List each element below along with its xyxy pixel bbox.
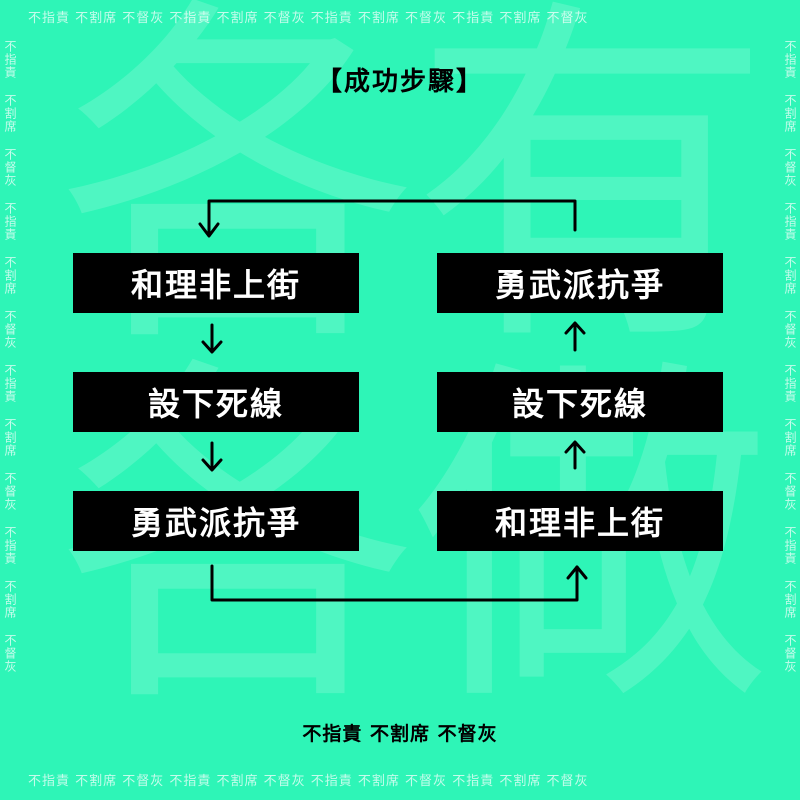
page-title: 【成功步驟】: [315, 67, 484, 97]
right-arrow-1-head: [564, 440, 586, 454]
right-arrow-2-head: [564, 321, 586, 335]
top-loop-arrow: [207, 199, 577, 234]
bottom-border-text: 不指責 不割席 不督灰 不指責 不割席 不督灰 不指責 不割席 不督灰 不指責 …: [28, 774, 589, 789]
top-border-text: 不指責 不割席 不督灰 不指責 不割席 不督灰 不指責 不割席 不督灰 不指責 …: [28, 11, 589, 26]
bottom-loop-arrow-head: [566, 565, 588, 580]
left-border-text: 不指責 不割席 不督灰 不指責 不割席 不督灰 不指責 不割席 不督灰 不指責 …: [3, 40, 17, 673]
left-step-2: 設下死線: [73, 372, 359, 432]
top-loop-arrow-head: [198, 222, 220, 238]
footer-slogan: 不指責 不割席 不督灰: [302, 723, 498, 745]
left-step-3: 勇武派抗爭: [73, 491, 359, 551]
left-arrow-2-head: [201, 458, 223, 472]
left-arrow-1-head: [201, 340, 223, 354]
right-border-text: 不指責 不割席 不督灰 不指責 不割席 不督灰 不指責 不割席 不督灰 不指責 …: [783, 40, 797, 673]
right-step-1: 勇武派抗爭: [437, 253, 723, 313]
right-step-3: 和理非上街: [437, 491, 723, 551]
right-step-2: 設下死線: [437, 372, 723, 432]
left-step-1: 和理非上街: [73, 253, 359, 313]
bottom-loop-arrow: [210, 564, 579, 602]
